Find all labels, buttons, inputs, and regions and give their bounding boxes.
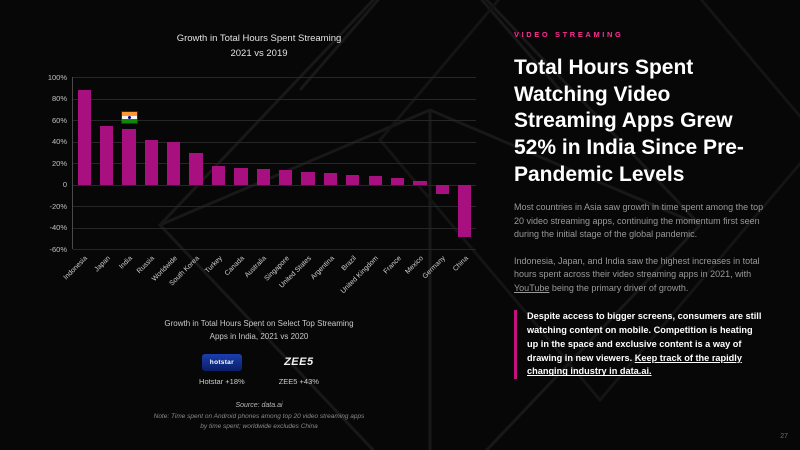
chart-title-line2: 2021 vs 2019 xyxy=(230,47,288,59)
bar-singapore xyxy=(279,169,293,185)
y-tick-label: -40% xyxy=(49,223,67,233)
apps-row: hotstar Hotstar +18% ZEE5 ZEE5 +43% xyxy=(28,353,490,386)
y-tick-label: 100% xyxy=(47,72,67,82)
app-zee5: ZEE5 ZEE5 +43% xyxy=(279,354,319,386)
y-tick-label: 0 xyxy=(62,180,67,190)
chart-section: Growth in Total Hours Spent Streaming 20… xyxy=(28,32,490,296)
gridline xyxy=(73,120,476,122)
y-tick-label: 80% xyxy=(51,94,67,104)
article: VIDEO STREAMING Total Hours Spent Watchi… xyxy=(514,30,766,380)
paragraph-1: Most countries in Asia saw growth in tim… xyxy=(514,202,764,240)
zee5-growth-label: ZEE5 +43% xyxy=(278,376,319,386)
gridline xyxy=(73,141,476,143)
zee5-logo-icon: ZEE5 xyxy=(284,354,314,371)
subchart-title-line2: Apps in India, 2021 vs 2020 xyxy=(209,331,309,341)
gridline xyxy=(73,206,476,208)
paragraph-2-text-end: being the primary driver of growth. xyxy=(549,282,689,293)
y-tick-label: 60% xyxy=(51,115,67,125)
bar-worldwide xyxy=(167,141,181,185)
y-tick-label: 40% xyxy=(51,137,67,147)
bar-south-korea xyxy=(189,152,203,186)
callout: Despite access to bigger screens, consum… xyxy=(514,310,766,380)
bar-russia xyxy=(144,139,158,185)
gridline xyxy=(73,249,476,251)
youtube-link[interactable]: YouTube xyxy=(514,282,550,293)
paragraph-2-text: Indonesia, Japan, and India saw the high… xyxy=(514,255,760,280)
source-note: Note: Time spent on Android phones among… xyxy=(28,412,490,432)
chart-title-line1: Growth in Total Hours Spent Streaming xyxy=(176,33,342,44)
y-tick-label: -20% xyxy=(49,201,67,211)
paragraph-2: Indonesia, Japan, and India saw the high… xyxy=(514,255,766,296)
chart-plot: 100% 80% 60% 40% 20% 0 -20% -40% -60% Indonesia Ja… xyxy=(48,73,476,296)
gridline xyxy=(73,163,476,165)
subchart-section: Growth in Total Hours Spent on Select To… xyxy=(28,318,490,386)
bar-france xyxy=(390,178,405,185)
gridline xyxy=(73,184,476,186)
bar-united-states xyxy=(301,172,315,185)
data-ai-link[interactable]: Keep track of the rapidly changing indus… xyxy=(527,352,742,377)
bar-mexico xyxy=(413,180,427,185)
bar-china xyxy=(458,184,472,237)
y-tick-label: -60% xyxy=(49,244,67,254)
subchart-title-line1: Growth in Total Hours Spent on Select To… xyxy=(164,319,354,328)
gridline xyxy=(73,98,476,100)
y-tick-label: 20% xyxy=(51,158,67,168)
zee5-logo-text: ZEE5 xyxy=(284,356,314,369)
chart-title: Growth in Total Hours Spent Streaming 20… xyxy=(28,32,490,61)
bar-australia xyxy=(256,168,270,185)
india-flag-icon xyxy=(121,112,137,124)
hotstar-logo-text: hotstar xyxy=(209,358,234,366)
page-number: 27 xyxy=(780,433,788,440)
bar-turkey xyxy=(211,165,226,185)
hotstar-growth-label: Hotstar +18% xyxy=(199,376,245,386)
bar-canada xyxy=(234,167,248,185)
bar-germany xyxy=(435,184,450,194)
subchart-title: Growth in Total Hours Spent on Select To… xyxy=(28,318,490,344)
app-hotstar: hotstar Hotstar +18% xyxy=(199,353,245,386)
bar-brazil xyxy=(346,175,360,185)
source-block: Source: data.ai Note: Time spent on Andr… xyxy=(28,402,490,432)
bar-united-kingdom xyxy=(368,176,382,185)
source-line: Source: data.ai xyxy=(235,402,283,409)
bar-indonesia xyxy=(77,90,91,185)
bar-india xyxy=(122,129,136,185)
bar-argentina xyxy=(323,173,338,185)
gridline xyxy=(73,77,476,79)
bar-japan xyxy=(99,125,114,185)
section-eyebrow: VIDEO STREAMING xyxy=(514,30,624,39)
source-note-line2: by time spent; worldwide excludes China xyxy=(200,422,318,430)
hotstar-logo-icon: hotstar xyxy=(201,353,242,371)
page-title: Total Hours Spent Watching Video Streami… xyxy=(514,56,744,186)
gridline xyxy=(73,227,476,229)
callout-text: Despite access to bigger screens, consum… xyxy=(527,311,762,363)
source-note-line1: Note: Time spent on Android phones among… xyxy=(153,413,365,420)
